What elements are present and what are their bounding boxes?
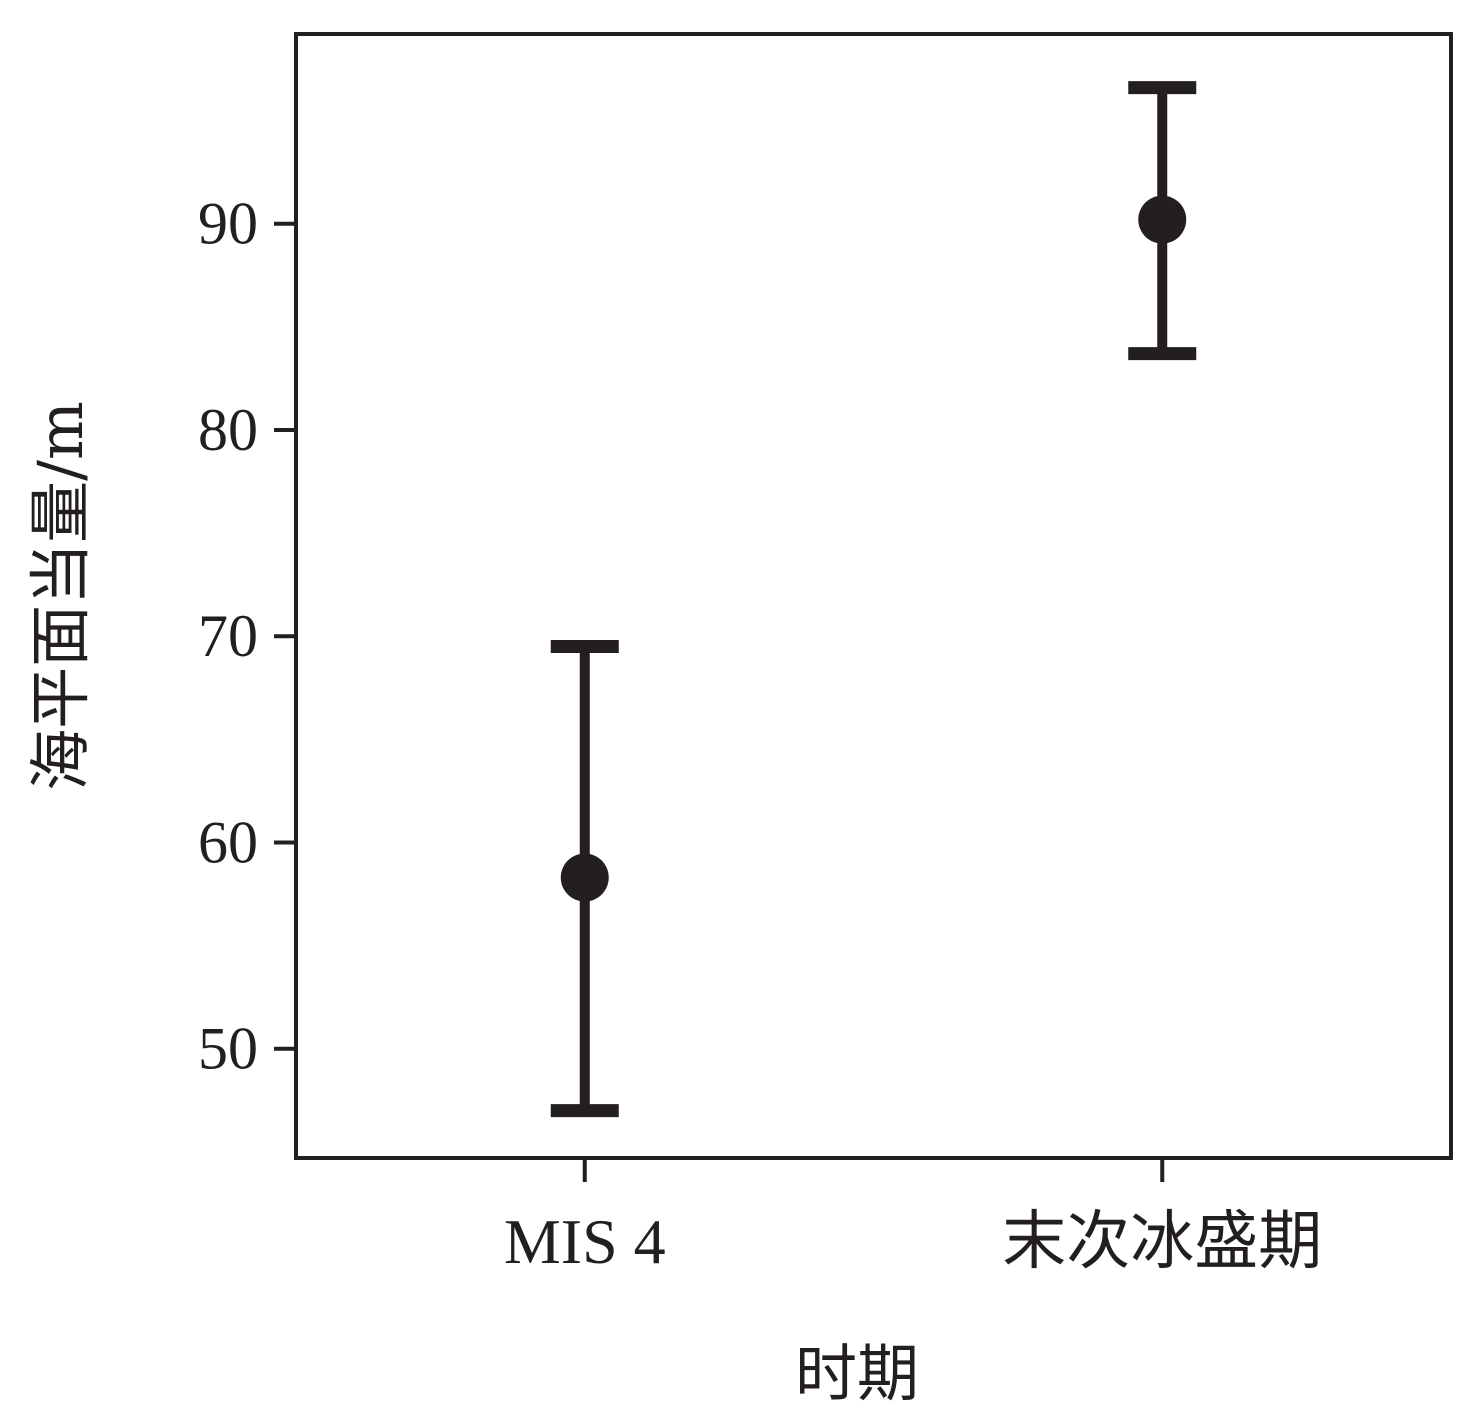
y-tick-label: 70 — [198, 603, 258, 669]
y-tick-label: 60 — [198, 809, 258, 875]
x-tick-label: 末次冰盛期 — [1002, 1206, 1322, 1277]
y-tick-label: 80 — [198, 397, 258, 463]
error-bar-point — [550, 640, 619, 1118]
plot-frame — [294, 32, 1453, 1160]
y-tick-label: 50 — [198, 1016, 258, 1082]
y-axis-title: 海平面当量/m — [24, 401, 97, 791]
data-point — [560, 853, 609, 902]
error-bar-point — [1128, 81, 1197, 361]
x-tick-label: MIS 4 — [504, 1206, 666, 1277]
y-tick-label: 90 — [198, 191, 258, 257]
y-axis: 50 60 70 80 90 — [198, 191, 296, 1082]
x-axis: MIS 4 末次冰盛期 — [504, 1158, 1322, 1277]
data-point — [1138, 195, 1187, 244]
data-marks — [550, 81, 1197, 1118]
x-axis-title: 时期 — [795, 1337, 919, 1410]
